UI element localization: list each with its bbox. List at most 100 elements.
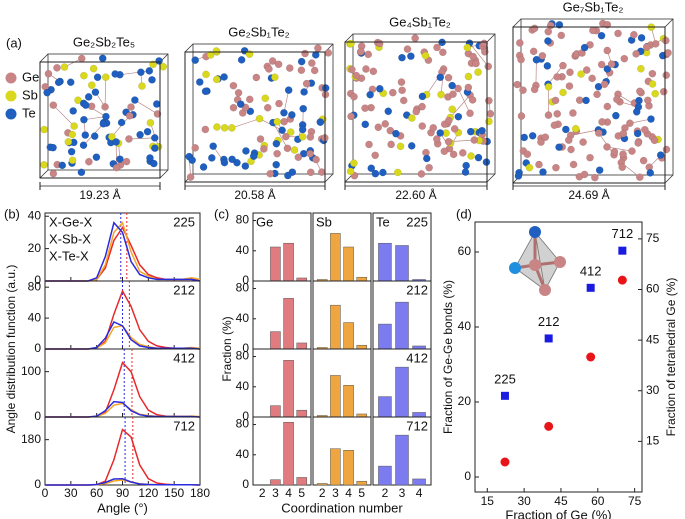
atom [647, 115, 655, 123]
atom [632, 50, 640, 58]
atom [361, 104, 369, 112]
atom [348, 65, 356, 74]
atom [614, 29, 622, 38]
scale-label: 22.60 Å [395, 187, 436, 202]
atom [85, 157, 93, 166]
atom [418, 92, 427, 101]
bar [356, 276, 368, 282]
atom [603, 46, 612, 55]
atom [252, 73, 261, 82]
atom [201, 125, 210, 134]
atom [40, 125, 48, 134]
atom [284, 171, 292, 180]
atom [79, 141, 88, 150]
atom [525, 163, 534, 172]
scale-label: 19.23 Å [79, 187, 120, 202]
y-tick-label: 40 [236, 243, 250, 257]
atom [580, 43, 589, 52]
atom [513, 80, 522, 89]
formula: Ge₂Sb₂Te₅ [73, 34, 135, 49]
atom [365, 140, 373, 149]
bar [283, 360, 294, 418]
cell-back [192, 43, 334, 175]
atom [234, 89, 243, 97]
atom [143, 127, 152, 136]
atom [357, 47, 365, 56]
bar [330, 375, 341, 418]
atom [553, 73, 561, 81]
x-tick-label: 150 [164, 486, 184, 500]
panel-label: (a) [6, 35, 22, 50]
atom [280, 109, 288, 117]
atom [579, 138, 587, 146]
atom [482, 158, 491, 166]
atom [591, 173, 599, 182]
atom [375, 84, 384, 93]
atom [635, 96, 643, 105]
y-tick-label: 0 [34, 477, 41, 491]
x-tick-label: 120 [138, 486, 158, 500]
bond [104, 77, 107, 107]
atom [361, 120, 370, 129]
atom [362, 65, 370, 73]
bar [283, 298, 294, 350]
y-tick-label: 80 [236, 417, 250, 431]
y-tick-label: 0 [242, 273, 249, 287]
atom [209, 142, 217, 150]
bar [270, 405, 281, 418]
x-tick-label: 2 [259, 486, 266, 500]
atom [318, 168, 326, 176]
atom [53, 64, 61, 72]
atom [311, 51, 320, 59]
atom [628, 147, 636, 155]
y-tick-label: 0 [34, 273, 41, 287]
atom [246, 107, 255, 116]
atom [648, 80, 657, 88]
atom [346, 167, 355, 176]
atom [659, 87, 668, 96]
atom [528, 131, 537, 140]
atom [306, 168, 315, 177]
atom [517, 112, 526, 120]
cell-front [512, 26, 666, 184]
atom [474, 68, 482, 76]
atom [228, 124, 236, 132]
atom [350, 92, 358, 101]
atom [288, 111, 296, 119]
x-axis-label: Angle (°) [97, 500, 148, 515]
atom [191, 144, 200, 152]
bond [83, 116, 106, 121]
atom [127, 103, 135, 111]
atom [466, 127, 475, 136]
atom [308, 59, 316, 67]
atom [90, 132, 99, 140]
atom [662, 36, 670, 45]
bar [296, 409, 308, 418]
atom [620, 54, 629, 63]
atom [186, 173, 195, 181]
atom [564, 136, 573, 144]
y-axis-label: Fraction (%) [220, 316, 234, 381]
bar [270, 246, 281, 282]
legend-label: X-Ge-X [49, 214, 93, 229]
atom [212, 75, 221, 84]
atom [131, 96, 139, 104]
atom [80, 71, 88, 80]
atom [282, 132, 290, 141]
atom [619, 150, 627, 158]
atom [229, 103, 238, 112]
atom [603, 143, 611, 151]
panel-id: 212 [173, 282, 195, 297]
bond [128, 137, 155, 140]
y2-axis-label: Fraction of tetrahedral Ge (%) [664, 278, 678, 437]
x-axis-label: Coordination number [281, 500, 403, 515]
bond [450, 94, 471, 118]
atom [408, 114, 416, 122]
atom [117, 118, 126, 127]
atom [485, 117, 493, 126]
atom [448, 105, 456, 114]
bar [296, 342, 308, 350]
atom [553, 110, 562, 118]
atom [559, 61, 567, 70]
